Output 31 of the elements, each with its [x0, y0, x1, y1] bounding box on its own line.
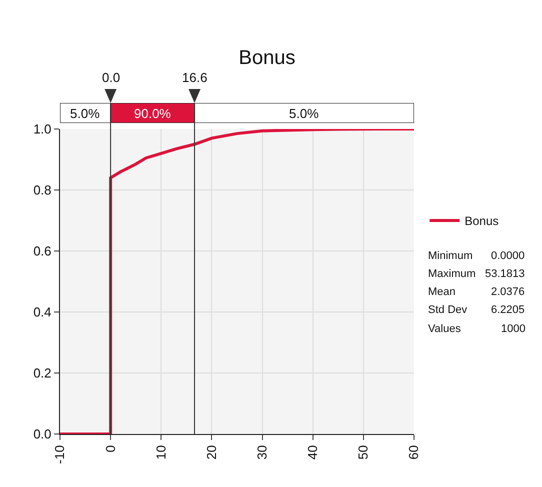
ref-line-label: 16.6 [182, 70, 208, 85]
x-tick-label: 10 [153, 445, 168, 460]
text: Values [428, 323, 462, 335]
text: Minimum [428, 250, 473, 262]
ref-line-label: 0.0 [102, 70, 120, 85]
text: 2.0376 [491, 286, 525, 298]
x-tick-label: 60 [406, 445, 422, 460]
y-tick-label: 0.2 [33, 366, 52, 381]
y-tick-label: 0.4 [33, 304, 52, 320]
text: 90.0% [134, 106, 172, 121]
text: Maximum [428, 268, 476, 280]
x-tick-label: 40 [305, 445, 320, 460]
chart-title: Bonus [238, 47, 296, 69]
text: 6.2205 [491, 304, 525, 316]
text: 5.0% [70, 106, 100, 121]
text: 53.1813 [485, 268, 525, 280]
text: 1000 [501, 323, 526, 335]
x-tick-label: 20 [204, 445, 219, 460]
legend-label: Bonus [464, 214, 499, 228]
x-tick-label: 50 [356, 445, 371, 460]
x-tick-label: 0 [102, 445, 118, 452]
y-tick-label: 1.0 [33, 122, 52, 137]
text: 5.0% [289, 106, 320, 121]
y-tick-label: 0.8 [33, 182, 52, 198]
text: Std Dev [428, 304, 468, 316]
y-tick-label: 0.0 [33, 426, 52, 442]
x-tick-label: -10 [52, 445, 68, 464]
x-tick-label: 30 [254, 445, 270, 460]
y-tick-label: 0.6 [33, 244, 52, 259]
text: Mean [428, 286, 456, 298]
text: 0.0000 [491, 250, 525, 262]
